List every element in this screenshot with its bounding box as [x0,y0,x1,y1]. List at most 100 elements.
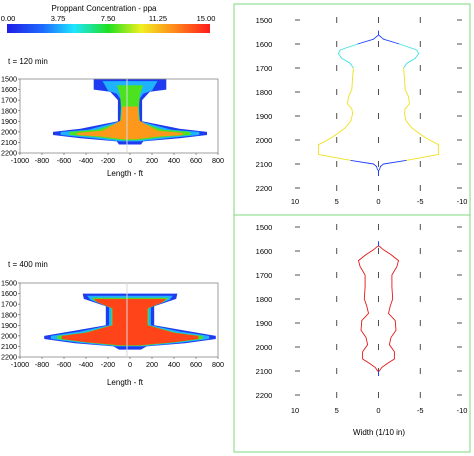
width-profile-outline [357,245,400,372]
width-profile-t400: 1500 1600 1700 1800 1900 2000 2100 2200 10 5 0 -5 -… [256,223,468,437]
length-tick-label: -200 [101,156,115,165]
time-label: t = 120 min [8,57,48,66]
length-tick-label: 200 [146,360,158,369]
colorbar-tick: 11.25 [149,14,167,23]
width-profile-segment [347,103,353,110]
depth-tick-label: 1700 [256,271,273,280]
fracture-map-t400: t = 400 min 1500160017001800190020002100… [1,260,224,387]
depth-tick-label: 1600 [256,40,273,49]
width-profile-segment [337,53,343,59]
length-tick-label: 200 [146,156,158,165]
colorbar: Proppant Concentration - ppa 0.00 3.75 7… [1,4,216,33]
plot-frame [19,78,219,154]
colorbar-tick: 7.50 [101,14,116,23]
depth-tick-label: 2200 [1,353,17,362]
length-tick-label: -1000 [11,156,29,165]
concentration-contours [53,79,207,145]
width-profile-segment [403,62,408,69]
plot-frame [19,282,219,358]
depth-tick-label: 1800 [256,295,273,304]
width-tick-label: -10 [457,197,468,206]
width-profile-segment [331,127,346,139]
fracture-map-t120: t = 120 min 1500160017001800190020002100… [1,57,224,178]
width-profile-segment [406,57,416,64]
length-tick-label: 0 [128,156,132,165]
depth-tick-label: 1600 [1,289,17,298]
colorbar-tick: 0.00 [1,14,16,23]
length-tick-label: -800 [35,156,49,165]
length-tick-label: 800 [212,156,224,165]
width-profile-segment [373,35,379,40]
width-profile-segment [411,127,426,139]
concentration-contours [44,293,216,350]
colorbar-tick: 3.75 [51,14,66,23]
concentration-contour [61,298,199,346]
depth-tick-label: 1700 [256,64,273,73]
length-tick-label: 800 [212,360,224,369]
colorbar-title: Proppant Concentration - ppa [52,4,158,13]
depth-tick-label: 2000 [256,136,273,145]
length-tick-label: 0 [128,360,132,369]
depth-tick-label: 1500 [1,75,17,84]
depth-tick-label: 1800 [256,88,273,97]
x-axis-label: Length - ft [107,378,144,387]
width-profile-segment [344,120,352,129]
width-profile-segment [347,96,349,105]
depth-tick-label: 1500 [256,223,273,232]
width-tick-label: 10 [291,197,299,206]
length-tick-label: -200 [101,360,115,369]
time-label: t = 400 min [8,260,48,269]
depth-tick-label: 1800 [1,310,17,319]
depth-tick-label: 1800 [1,106,17,115]
width-profile-segment [405,120,413,129]
width-profile-segment [347,89,353,98]
colorbar-tick: 15.00 [197,14,216,23]
depth-tick-label: 2200 [1,149,17,158]
width-profile-segment [378,165,382,171]
depth-tick-label: 1500 [256,16,273,25]
depth-tick-label: 1900 [1,117,17,126]
width-profile-segment [380,163,384,167]
width-tick-label: 0 [376,197,380,206]
width-ticks: 10 5 0 -5 -10 [291,406,468,415]
width-profile-segment [403,113,407,122]
length-tick-label: -1000 [11,360,29,369]
width-profile-segment [350,159,374,165]
grid-marks [295,17,462,191]
width-tick-label: 5 [335,197,339,206]
width-profile-segment [416,49,420,55]
width-profile-segment [424,137,440,146]
depth-tick-label: 1600 [1,85,17,94]
width-tick-label: -10 [457,406,468,415]
width-profile-segment [383,159,407,165]
length-tick-label: -400 [79,360,93,369]
length-tick-label: 400 [168,360,180,369]
width-profile-segment [349,62,354,69]
width-profile-segment [317,153,352,161]
width-profile-segment [378,35,384,40]
depth-tick-label: 2100 [256,160,273,169]
length-tick-label: 400 [168,156,180,165]
grid-marks [295,224,462,398]
width-profile-segment [351,108,354,115]
length-tick-label: 600 [190,156,202,165]
width-profile-segment [352,67,354,79]
depth-tick-label: 1900 [256,319,273,328]
depth-tick-label: 2100 [1,138,17,147]
depth-tick-label: 1700 [1,96,17,105]
depth-tick-label: 2000 [256,343,273,352]
depth-tick-label: 2200 [256,184,273,193]
concentration-contour [77,106,183,140]
width-profile-segment [337,49,341,55]
width-profile-segment [350,113,354,122]
width-profile-segment [351,77,354,91]
depth-tick-label: 2000 [1,127,17,136]
width-profile-segment [398,43,418,51]
width-profile-segment [403,77,406,91]
width-tick-label: 0 [376,406,380,415]
length-ticks: -1000 -800 -600 -400 -200 0 200 400 600 800 [11,153,224,165]
